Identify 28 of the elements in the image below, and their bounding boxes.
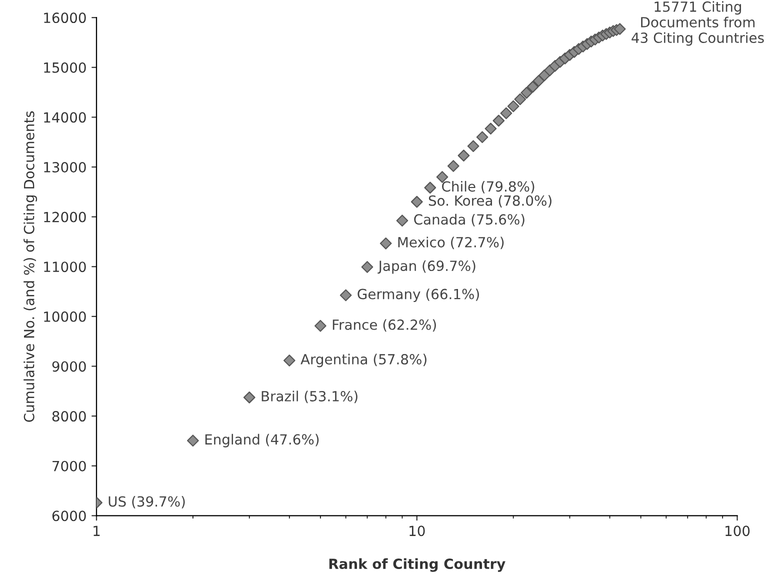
y-tick-label: 7000 xyxy=(52,460,86,472)
annotation: US (39.7%) xyxy=(108,496,185,508)
annotation: Japan (69.7%) xyxy=(378,260,476,274)
y-tick-label: 16000 xyxy=(44,12,86,24)
x-tick-label: 1 xyxy=(94,526,100,536)
y-tick-label: 13000 xyxy=(44,162,86,172)
x-tick-label: 10 xyxy=(410,526,425,536)
annotation: 15771 Citing Documents from 43 Citing Countries xyxy=(632,1,764,46)
y-tick-label: 12000 xyxy=(44,212,86,222)
annotation: France (62.2%) xyxy=(332,319,436,332)
annotation: Brazil (53.1%) xyxy=(262,390,358,404)
y-tick-label: 11000 xyxy=(44,262,86,272)
y-tick-label: 10000 xyxy=(44,311,86,322)
y-tick-label: 14000 xyxy=(44,112,86,123)
x-tick-label: 100 xyxy=(726,526,750,536)
y-tick-label: 9000 xyxy=(52,361,86,372)
annotation: So. Korea (78.0%) xyxy=(428,195,552,208)
y-tick-label: 6000 xyxy=(52,510,86,522)
annotation: Canada (75.6%) xyxy=(414,214,524,226)
annotation: Chile (79.8%) xyxy=(442,180,534,194)
y-tick-label: 15000 xyxy=(44,62,86,73)
annotation: Mexico (72.7%) xyxy=(398,236,504,250)
annotation: Germany (66.1%) xyxy=(358,288,479,302)
y-tick-label: 8000 xyxy=(52,411,86,422)
annotation: England (47.6%) xyxy=(205,434,319,448)
annotation: Argentina (57.8%) xyxy=(300,354,426,368)
x-axis-title: Rank of Citing Country xyxy=(329,558,506,572)
y-axis-title: Cumulative No. (and %) of Citing Documents xyxy=(24,111,38,422)
